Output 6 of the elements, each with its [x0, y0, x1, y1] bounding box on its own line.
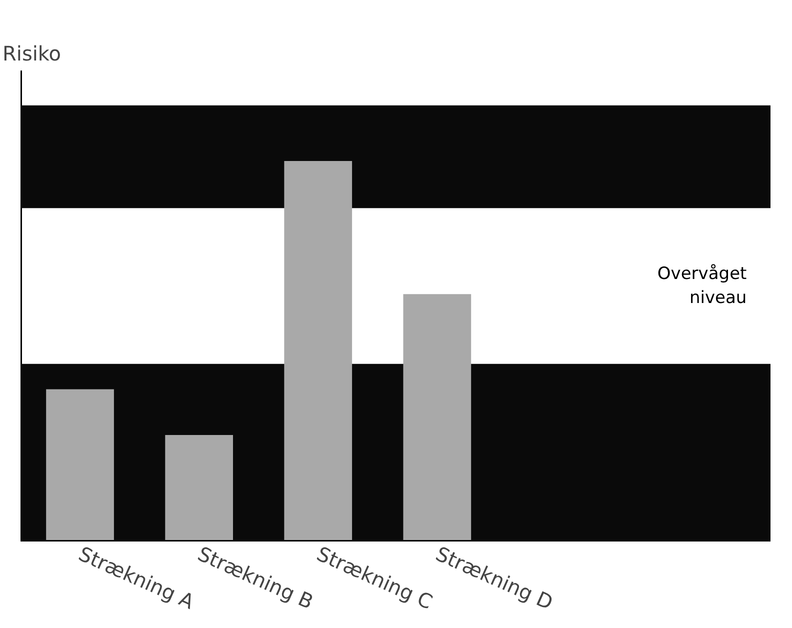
bar: [46, 389, 114, 542]
bar: [284, 160, 352, 542]
band-label: Overvåget niveau: [657, 264, 748, 308]
bar: [403, 294, 472, 542]
y-axis-title: Risiko: [2, 42, 62, 66]
bar: [165, 434, 233, 542]
